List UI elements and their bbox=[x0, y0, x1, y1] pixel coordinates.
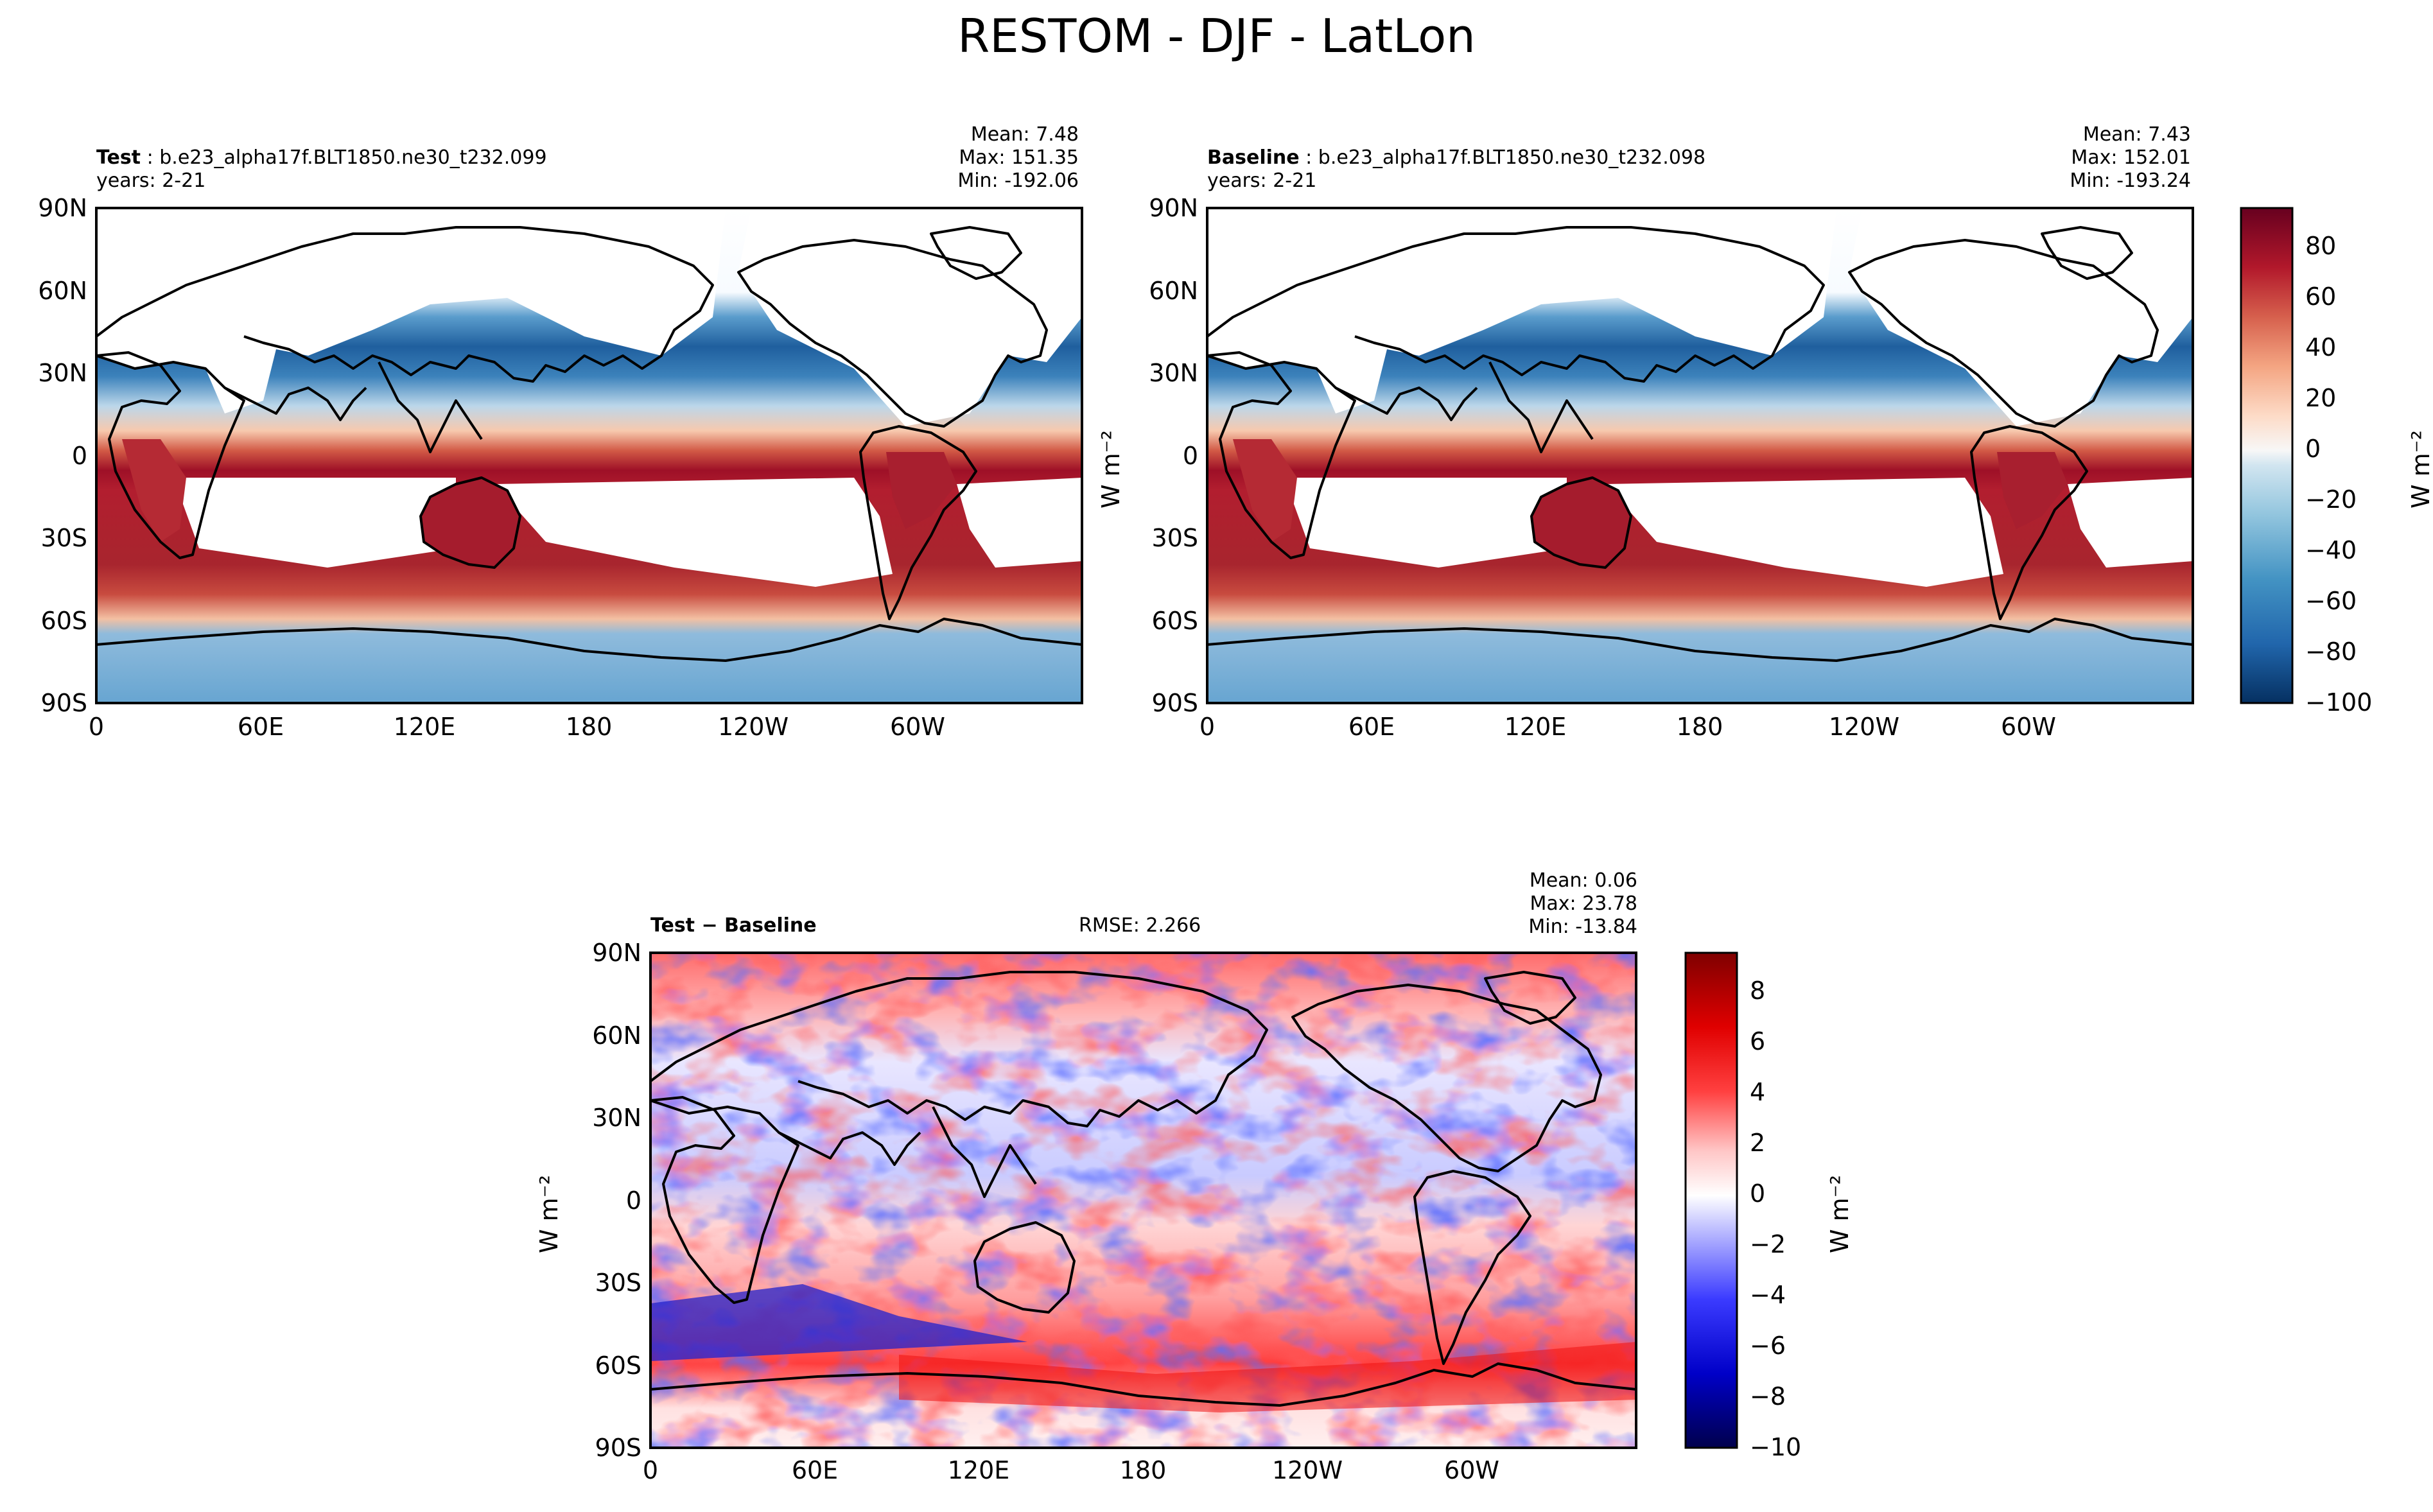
lon-tick: 120W bbox=[1271, 1456, 1343, 1484]
test-max: Max: 151.35 bbox=[959, 146, 1079, 169]
lat-tick: 60S bbox=[595, 1351, 641, 1380]
lat-tick: 90N bbox=[38, 194, 87, 222]
lat-tick: 0 bbox=[71, 442, 87, 470]
cb-tick: 20 bbox=[2305, 384, 2337, 412]
test-colon: : bbox=[146, 146, 153, 169]
lat-tick: 30N bbox=[592, 1104, 641, 1132]
lat-tick: 90S bbox=[595, 1434, 641, 1462]
cb-tick: −2 bbox=[1750, 1230, 1786, 1258]
lon-tick: 120E bbox=[393, 713, 456, 741]
cb-tick: 8 bbox=[1750, 977, 1766, 1005]
cb-tick: −80 bbox=[2305, 638, 2357, 666]
lat-tick: 30N bbox=[38, 359, 87, 387]
baseline-max: Max: 152.01 bbox=[2071, 146, 2191, 169]
test-min: Min: -192.06 bbox=[957, 169, 1079, 192]
baseline-years: years: 2-21 bbox=[1207, 169, 1317, 192]
cb-tick: −40 bbox=[2305, 536, 2357, 564]
lat-tick: 60N bbox=[592, 1021, 641, 1050]
lat-tick: 60N bbox=[38, 277, 87, 305]
lon-tick: 60W bbox=[890, 713, 945, 741]
cb-tick: 0 bbox=[1750, 1179, 1766, 1208]
cb-tick: −6 bbox=[1750, 1332, 1786, 1360]
lat-tick: 30S bbox=[595, 1269, 641, 1297]
diff-map bbox=[650, 953, 1636, 1448]
baseline-min: Min: -193.24 bbox=[2070, 169, 2191, 192]
cb-tick: 4 bbox=[1750, 1078, 1766, 1106]
cb-tick: −8 bbox=[1750, 1382, 1786, 1411]
lon-tick: 0 bbox=[88, 713, 105, 741]
lon-tick: 180 bbox=[1119, 1456, 1167, 1484]
lon-tick: 120E bbox=[1504, 713, 1567, 741]
lon-tick: 60E bbox=[237, 713, 284, 741]
diff-max: Max: 23.78 bbox=[1530, 892, 1637, 915]
diff-colorbar-unit-label: W m⁻² bbox=[1826, 1175, 1854, 1253]
baseline-stats: Mean: 7.43 Max: 152.01 Min: -193.24 bbox=[1998, 123, 2191, 193]
baseline-case-name: b.e23_alpha17f.BLT1850.ne30_t232.098 bbox=[1318, 146, 1706, 169]
lon-tick: 180 bbox=[565, 713, 613, 741]
baseline-mean: Mean: 7.43 bbox=[2082, 123, 2191, 146]
diff-unit-label: W m⁻² bbox=[535, 1175, 563, 1253]
lon-tick: 0 bbox=[1199, 713, 1216, 741]
cb-tick: 0 bbox=[2305, 435, 2321, 463]
test-frame bbox=[95, 207, 1083, 704]
lon-tick: 60E bbox=[791, 1456, 839, 1484]
lat-tick: 60S bbox=[1151, 607, 1198, 635]
lon-tick: 60W bbox=[1444, 1456, 1499, 1484]
lat-tick: 90S bbox=[1151, 689, 1198, 717]
diff-frame bbox=[649, 952, 1637, 1449]
cb-tick: 60 bbox=[2305, 282, 2337, 311]
cb-tick: 80 bbox=[2305, 232, 2337, 260]
cb-tick: 6 bbox=[1750, 1027, 1766, 1056]
lon-tick: 0 bbox=[642, 1456, 659, 1484]
figure-title: RESTOM - DJF - LatLon bbox=[957, 9, 1476, 63]
lat-tick: 60S bbox=[40, 607, 87, 635]
test-mean: Mean: 7.48 bbox=[970, 123, 1079, 146]
lat-tick: 0 bbox=[625, 1186, 641, 1215]
cb-tick: −60 bbox=[2305, 587, 2357, 615]
test-label: Test bbox=[96, 146, 141, 169]
lat-tick: 30S bbox=[1151, 524, 1198, 552]
lon-tick: 180 bbox=[1676, 713, 1723, 741]
lat-tick: 60N bbox=[1149, 277, 1198, 305]
lon-tick: 120W bbox=[1828, 713, 1900, 741]
cb-tick: 40 bbox=[2305, 333, 2337, 361]
lat-tick: 0 bbox=[1182, 442, 1198, 470]
test-map bbox=[96, 208, 1082, 703]
test-stats: Mean: 7.48 Max: 151.35 Min: -192.06 bbox=[886, 123, 1079, 193]
lat-tick: 90N bbox=[592, 939, 641, 967]
test-case-name: b.e23_alpha17f.BLT1850.ne30_t232.099 bbox=[159, 146, 547, 169]
lat-tick: 30N bbox=[1149, 359, 1198, 387]
diff-header: Test − Baseline bbox=[650, 914, 817, 937]
diff-label: Test − Baseline bbox=[650, 914, 817, 937]
baseline-header: Baseline : b.e23_alpha17f.BLT1850.ne30_t… bbox=[1207, 146, 1705, 169]
baseline-colon: : bbox=[1305, 146, 1312, 169]
cb-tick: −10 bbox=[1750, 1433, 1802, 1461]
lat-tick: 30S bbox=[40, 524, 87, 552]
diff-min: Min: -13.84 bbox=[1528, 916, 1637, 938]
cb-tick: −20 bbox=[2305, 485, 2357, 514]
test-unit-label: W m⁻² bbox=[1097, 430, 1125, 508]
diff-stats: Mean: 0.06 Max: 23.78 Min: -13.84 bbox=[1445, 869, 1637, 939]
baseline-map bbox=[1207, 208, 2193, 703]
test-header: Test : b.e23_alpha17f.BLT1850.ne30_t232.… bbox=[96, 146, 547, 169]
cb-tick: 2 bbox=[1750, 1129, 1766, 1157]
cb-tick: −100 bbox=[2305, 688, 2373, 717]
lat-tick: 90N bbox=[1149, 194, 1198, 222]
test-years: years: 2-21 bbox=[96, 169, 206, 192]
cb-tick: −4 bbox=[1750, 1281, 1786, 1309]
lon-tick: 120E bbox=[947, 1456, 1010, 1484]
main-colorbar-unit-label: W m⁻² bbox=[2407, 430, 2433, 508]
lon-tick: 120W bbox=[717, 713, 789, 741]
baseline-label: Baseline bbox=[1207, 146, 1300, 169]
diff-colorbar bbox=[1684, 952, 1738, 1449]
diff-rmse: RMSE: 2.266 bbox=[1079, 914, 1201, 937]
lon-tick: 60E bbox=[1348, 713, 1395, 741]
baseline-frame bbox=[1206, 207, 2194, 704]
main-colorbar bbox=[2240, 207, 2294, 704]
diff-mean: Mean: 0.06 bbox=[1529, 869, 1637, 892]
lon-tick: 60W bbox=[2001, 713, 2056, 741]
lat-tick: 90S bbox=[40, 689, 87, 717]
